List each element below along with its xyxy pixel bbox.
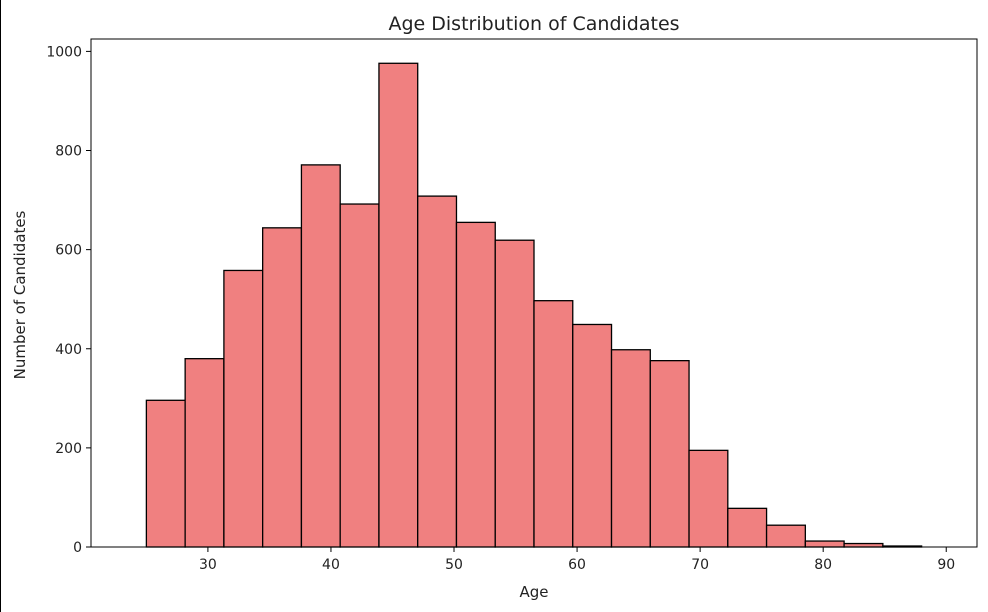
x-tick-label: 80 [814, 557, 832, 573]
x-axis-ticks: 30 40 50 60 70 80 90 [199, 547, 955, 573]
histogram-bar [339, 203, 380, 548]
y-tick-label: 200 [55, 441, 82, 457]
histogram-bar [649, 360, 690, 548]
histogram-bar [417, 195, 458, 548]
x-tick-label: 70 [691, 557, 709, 573]
bars-group [145, 62, 923, 548]
y-tick-label: 800 [55, 144, 82, 160]
histogram-bar [145, 399, 186, 548]
x-tick-label: 90 [937, 557, 955, 573]
histogram-bar [494, 239, 535, 548]
x-tick-label: 50 [445, 557, 463, 573]
histogram-bar [610, 349, 651, 548]
histogram-bar [765, 524, 806, 548]
histogram-bar [804, 540, 845, 548]
histogram-bar [688, 449, 729, 548]
y-axis-label: Number of Candidates [11, 210, 29, 379]
chart-title: Age Distribution of Candidates [388, 13, 679, 35]
x-tick-label: 60 [568, 557, 586, 573]
histogram-bar [727, 507, 768, 548]
x-axis-label: Age [519, 583, 548, 601]
histogram-bar [184, 358, 225, 548]
y-tick-label: 600 [55, 243, 82, 259]
histogram-bar [572, 323, 613, 548]
histogram-bar [843, 542, 884, 548]
histogram-bar [300, 164, 341, 548]
histogram-bar [223, 269, 264, 548]
plot-frame [90, 38, 978, 548]
y-axis-ticks: 0 200 400 600 800 1000 [46, 44, 91, 556]
window-left-border [0, 0, 1, 612]
histogram-bar [378, 62, 419, 548]
y-tick-label: 1000 [46, 44, 82, 60]
x-tick-label: 30 [199, 557, 217, 573]
histogram-bar [262, 227, 303, 548]
y-tick-label: 400 [55, 342, 82, 358]
y-tick-label: 0 [73, 540, 82, 556]
histogram-bar [455, 221, 496, 548]
histogram-bar [533, 300, 574, 548]
x-tick-label: 40 [322, 557, 340, 573]
